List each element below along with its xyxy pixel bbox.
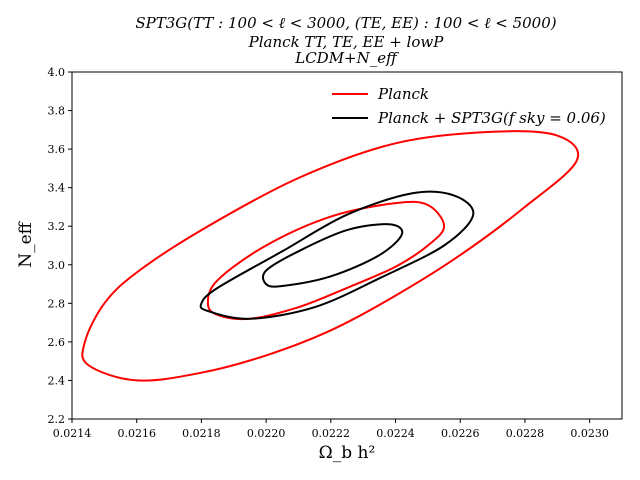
chart-title-line-2: Planck TT, TE, EE + lowP [248,33,445,51]
legend-label-planck: Planck [377,85,429,103]
x-tick-label-1: 0.0216 [117,427,156,440]
chart-title-line-1: SPT3G(TT : 100 < ℓ < 3000, (TE, EE) : 10… [135,14,556,32]
y-tick-label-0: 2.2 [48,413,66,426]
chart-title-line-3: LCDM+N_eff [294,49,399,67]
y-tick-label-4: 3.0 [48,259,66,272]
contour-layer [81,130,579,382]
x-tick-label-8: 0.0230 [570,427,609,440]
y-tick-label-5: 3.2 [48,220,66,233]
y-tick-label-6: 3.4 [48,182,66,195]
y-tick-label-2: 2.6 [48,336,66,349]
y-tick-label-9: 4.0 [48,66,66,79]
x-tick-label-3: 0.0220 [247,427,286,440]
legend-label-planck-spt3g: Planck + SPT3G(f sky = 0.06) [377,109,606,127]
x-tick-label-7: 0.0228 [506,427,545,440]
plot-frame [71,71,623,420]
legend: Planck Planck + SPT3G(f sky = 0.06) [332,85,606,127]
axis-ticks: 0.0214 0.0216 0.0218 0.0220 0.0222 0.0224 0.02… [48,66,609,440]
x-tick-label-2: 0.0218 [182,427,221,440]
y-tick-label-7: 3.6 [48,143,66,156]
y-axis-label: N_eff [16,220,36,267]
x-tick-label-0: 0.0214 [53,427,92,440]
y-tick-label-1: 2.4 [48,374,66,387]
y-tick-label-3: 2.8 [48,297,66,310]
contour-series-0-level-0 [206,200,446,321]
x-tick-label-4: 0.0222 [312,427,351,440]
x-axis-label: Ω_b h² [319,443,376,463]
contour-series-1-level-1 [199,190,475,320]
x-tick-label-5: 0.0224 [376,427,415,440]
x-tick-label-6: 0.0226 [441,427,480,440]
contour-series-1-level-0 [262,223,404,288]
contour-series-0-level-1 [81,130,579,382]
y-tick-label-8: 3.8 [48,105,66,118]
